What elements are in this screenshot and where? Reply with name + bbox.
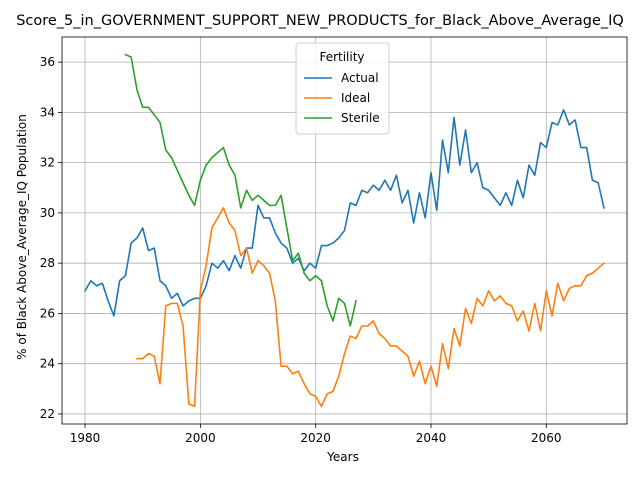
y-axis-ticks: 22 24 26 28 30 32 34 36 (40, 55, 62, 421)
x-axis-label: Years (326, 450, 359, 464)
y-tick-label: 34 (40, 105, 55, 119)
series-line-sterile (124, 53, 357, 327)
legend-label-sterile: Sterile (341, 111, 380, 125)
y-tick-label: 32 (40, 156, 55, 170)
series-line-actual (83, 109, 605, 317)
plot-frame (61, 36, 628, 425)
y-tick-label: 24 (40, 357, 55, 371)
x-tick-label: 2020 (300, 431, 331, 445)
x-tick-label: 1980 (70, 431, 101, 445)
x-tick-label: 2000 (185, 431, 216, 445)
y-tick-label: 30 (40, 206, 55, 220)
y-tick-label: 28 (40, 256, 55, 270)
series-line-ideal (136, 207, 606, 408)
y-tick-label: 36 (40, 55, 55, 69)
x-axis-ticks: 1980 2000 2020 2040 2060 (70, 424, 562, 445)
y-tick-label: 22 (40, 407, 55, 421)
legend-title: Fertility (319, 50, 364, 64)
y-tick-label: 26 (40, 306, 55, 320)
x-tick-label: 2040 (416, 431, 447, 445)
chart-title: Score_5_in_GOVERNMENT_SUPPORT_NEW_PRODUC… (16, 13, 624, 29)
legend-box (295, 42, 390, 135)
series-lines (83, 53, 606, 408)
legend: Fertility Actual Ideal Sterile (295, 42, 390, 135)
y-axis-label: % of Black Above_Average_IQ Population (15, 114, 29, 360)
x-tick-label: 2060 (531, 431, 562, 445)
legend-label-actual: Actual (341, 71, 379, 85)
legend-label-ideal: Ideal (341, 91, 370, 105)
legend-entries: Actual Ideal Sterile (304, 71, 380, 125)
